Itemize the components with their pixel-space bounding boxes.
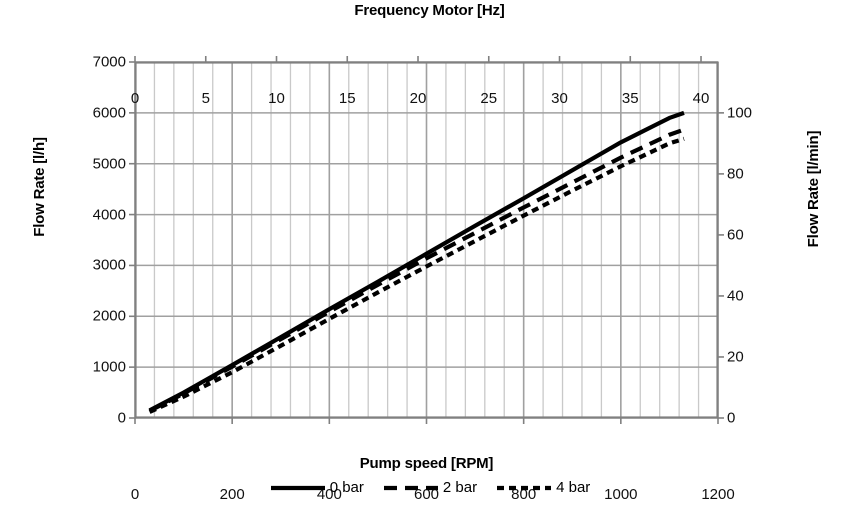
tick-label-bottom: 1000 xyxy=(604,486,638,503)
tick-label-bottom: 600 xyxy=(413,486,440,503)
tick-label-right: 100 xyxy=(727,104,753,122)
tick-label-right: 0 xyxy=(727,409,736,427)
right-axis-title: Flow Rate [l/min] xyxy=(805,89,823,289)
plot-area: 0 5 10 15 20 25 30 35 40 0 200 400 600 800 1000 1200 0 10… xyxy=(93,54,752,504)
tick-label-top: 15 xyxy=(338,90,356,107)
tick-label-bottom: 0 xyxy=(130,486,140,503)
legend-item-4-bar[interactable]: 4 bar xyxy=(495,479,590,496)
legend-label: 0 bar xyxy=(329,479,364,496)
tick-label-bottom: 200 xyxy=(219,486,245,503)
bottom-axis-title-text: Pump speed [RPM] xyxy=(359,455,494,472)
tick-label-right: 20 xyxy=(727,348,744,366)
tick-label-left: 1000 xyxy=(92,358,126,376)
tick-label-right: 40 xyxy=(727,287,744,305)
legend-label: 4 bar xyxy=(556,479,591,496)
tick-label-top: 10 xyxy=(268,90,285,107)
legend-item-2-bar[interactable]: 2 bar xyxy=(382,479,477,496)
bottom-axis-title: Pump speed [RPM] xyxy=(135,455,718,473)
tick-label-top: 35 xyxy=(621,90,639,107)
tick-label-left: 6000 xyxy=(92,104,126,122)
tick-label-left: 3000 xyxy=(92,256,126,274)
tick-label-top: 25 xyxy=(480,90,498,107)
series-line-4-bar xyxy=(148,136,685,414)
legend: 0 bar 2 bar 4 bar xyxy=(0,479,859,496)
top-axis-title: Frequency Motor [Hz] xyxy=(0,2,859,20)
legend-swatch-solid-icon xyxy=(270,485,325,490)
tick-label-bottom: 800 xyxy=(511,486,537,503)
legend-swatch-dotted-icon xyxy=(497,485,552,490)
left-axis-title: Flow Rate [l/h] xyxy=(31,87,49,287)
top-axis-title-text: Frequency Motor [Hz] xyxy=(354,2,505,19)
right-axis-title-text: Flow Rate [l/min] xyxy=(805,130,822,248)
plot-canvas xyxy=(129,56,724,424)
tick-label-left: 0 xyxy=(117,409,126,427)
tick-label-left: 5000 xyxy=(92,155,126,173)
tick-label-top: 0 xyxy=(130,90,140,107)
tick-label-right: 80 xyxy=(727,165,744,183)
legend-item-0-bar[interactable]: 0 bar xyxy=(269,479,364,496)
tick-label-top: 40 xyxy=(692,90,710,107)
tick-label-bottom: 400 xyxy=(316,486,342,503)
legend-label: 2 bar xyxy=(442,479,478,496)
tick-label-left: 4000 xyxy=(92,206,126,224)
tick-label-top: 20 xyxy=(409,90,427,107)
legend-swatch-dashed-icon xyxy=(383,485,438,490)
tick-label-right: 60 xyxy=(727,226,744,244)
tick-label-left: 2000 xyxy=(92,307,126,325)
series-line-2-bar xyxy=(148,127,685,413)
tick-label-top: 30 xyxy=(551,90,568,107)
plot-frame xyxy=(134,61,719,419)
tick-label-top: 5 xyxy=(201,90,210,107)
left-axis-title-text: Flow Rate [l/h] xyxy=(31,137,48,237)
tick-label-left: 7000 xyxy=(92,53,126,71)
tick-label-bottom: 1200 xyxy=(701,486,735,503)
